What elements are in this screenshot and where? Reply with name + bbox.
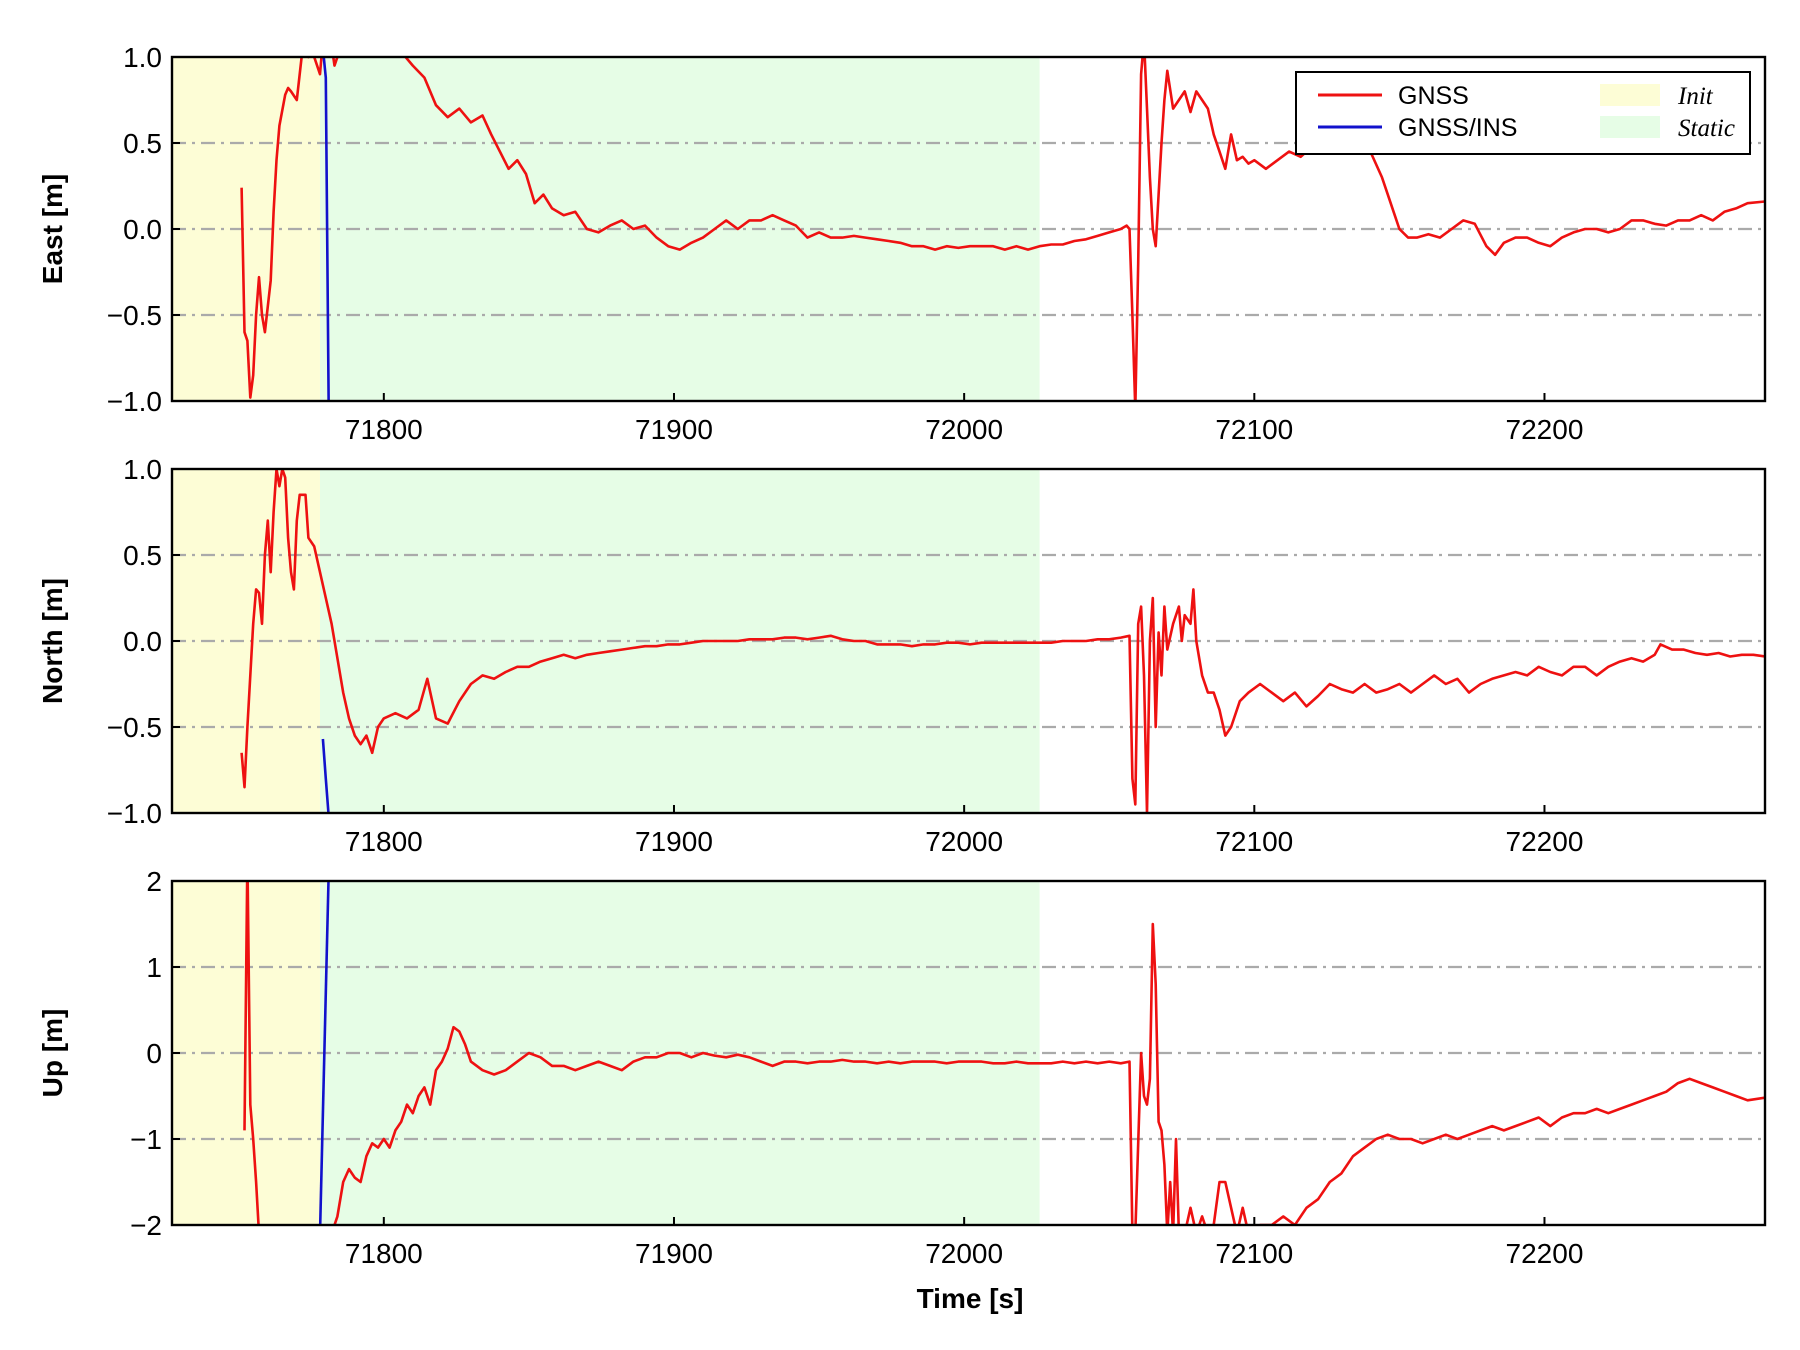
y-tick-label: 0.0	[123, 626, 162, 657]
x-tick-label: 72000	[925, 826, 1003, 857]
legend-box	[1295, 71, 1751, 155]
x-tick-label: 72100	[1215, 826, 1293, 857]
subplots: −1.0 −0.5 0.0 0.5 1.0 71800 71900 72000 72100 722…	[37, 42, 1767, 1269]
legend-swatch	[1600, 116, 1660, 138]
x-tick-label: 72000	[925, 1238, 1003, 1269]
series-line-gnss	[240, 469, 1765, 813]
series-line-gnss-ins	[318, 881, 330, 1225]
legend-entry-static: Static	[1600, 115, 1735, 142]
y-tick-label: −1.0	[107, 798, 162, 829]
legend: GNSS GNSS/INS Init Static	[1295, 71, 1751, 155]
series-group	[243, 881, 1765, 1225]
y-tick-label: 1.0	[123, 42, 162, 73]
legend-entry-init: Init	[1600, 83, 1714, 110]
legend-label: GNSS	[1398, 82, 1469, 110]
legend-label: Init	[1677, 83, 1714, 110]
x-tick-label: 71900	[635, 826, 713, 857]
x-tick-label: 72200	[1506, 1238, 1584, 1269]
x-tick-label: 71800	[345, 414, 423, 445]
y-tick-label: 2	[146, 866, 162, 897]
subplot-3: −2 −1 0 1 2 71800 71900 72000 72100 72200 Up [m]	[37, 866, 1767, 1269]
series-group	[240, 469, 1765, 813]
x-tick-label: 71900	[635, 1238, 713, 1269]
y-tick-label: −0.5	[107, 712, 162, 743]
x-tick-label: 72200	[1506, 826, 1584, 857]
y-tick-label: −0.5	[107, 300, 162, 331]
x-tick-label: 72100	[1215, 1238, 1293, 1269]
x-tick-label: 72100	[1215, 414, 1293, 445]
subplot-1: −1.0 −0.5 0.0 0.5 1.0 71800 71900 72000 72100 722…	[37, 42, 1767, 445]
legend-swatch	[1600, 84, 1660, 106]
x-tick-label: 71800	[345, 826, 423, 857]
y-tick-label: 0.5	[123, 540, 162, 571]
series-line-gnss-ins	[321, 738, 330, 813]
y-tick-label: 1	[146, 952, 162, 983]
y-tick-label: 0.5	[123, 128, 162, 159]
y-tick-label: 0.0	[123, 214, 162, 245]
x-tick-label: 72200	[1506, 414, 1584, 445]
y-axis-label: North [m]	[37, 578, 68, 704]
y-axis-label: Up [m]	[37, 1009, 68, 1098]
y-tick-label: −1.0	[107, 386, 162, 417]
x-tick-label: 71900	[635, 414, 713, 445]
y-tick-label: 1.0	[123, 454, 162, 485]
y-tick-label: −2	[130, 1210, 162, 1241]
series-line-gnss	[240, 57, 1765, 401]
legend-entry-gnss: GNSS	[1318, 82, 1469, 110]
y-tick-label: 0	[146, 1038, 162, 1069]
x-tick-label: 71800	[345, 1238, 423, 1269]
y-tick-label: −1	[130, 1124, 162, 1155]
x-axis-label: Time [s]	[917, 1283, 1024, 1314]
legend-label: Static	[1678, 115, 1735, 142]
y-axis-label: East [m]	[37, 174, 68, 284]
legend-entry-gnss-ins: GNSS/INS	[1318, 114, 1517, 142]
x-tick-label: 72000	[925, 414, 1003, 445]
subplot-2: −1.0 −0.5 0.0 0.5 1.0 71800 71900 72000 72100 722…	[37, 454, 1767, 857]
series-line-gnss	[243, 881, 1765, 1225]
legend-label: GNSS/INS	[1398, 114, 1517, 142]
